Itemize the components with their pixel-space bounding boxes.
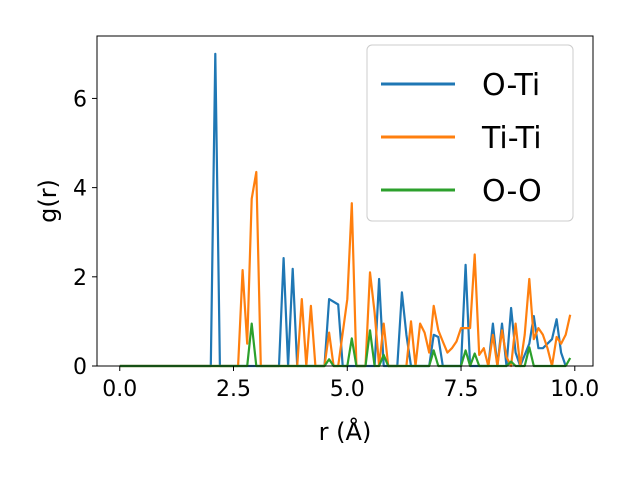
plot-frame <box>96 35 594 367</box>
x-axis-label: r (Å) <box>319 417 372 446</box>
legend-label: O-Ti <box>482 68 540 103</box>
x-tick-label: 10.0 <box>550 377 599 402</box>
x-tick-label: 2.5 <box>216 377 251 402</box>
y-axis-label: g(r) <box>34 179 62 223</box>
x-axis: 0.0 2.5 5.0 7.5 10.0 <box>102 366 599 402</box>
legend-label: O-O <box>482 174 542 209</box>
y-tick-label: 0 <box>73 355 87 380</box>
legend-label: Ti-Ti <box>481 121 542 156</box>
x-tick-label: 0.0 <box>102 377 137 402</box>
y-axis: 0 2 4 6 <box>73 87 97 380</box>
x-tick-label: 5.0 <box>330 377 365 402</box>
x-tick-label: 7.5 <box>444 377 479 402</box>
y-tick-label: 2 <box>73 266 87 291</box>
y-tick-label: 4 <box>73 177 87 202</box>
series-line-ti-ti <box>119 170 572 368</box>
legend: O-Ti Ti-Ti O-O <box>366 44 574 222</box>
legend-box <box>366 44 574 222</box>
y-tick-label: 6 <box>73 87 87 112</box>
